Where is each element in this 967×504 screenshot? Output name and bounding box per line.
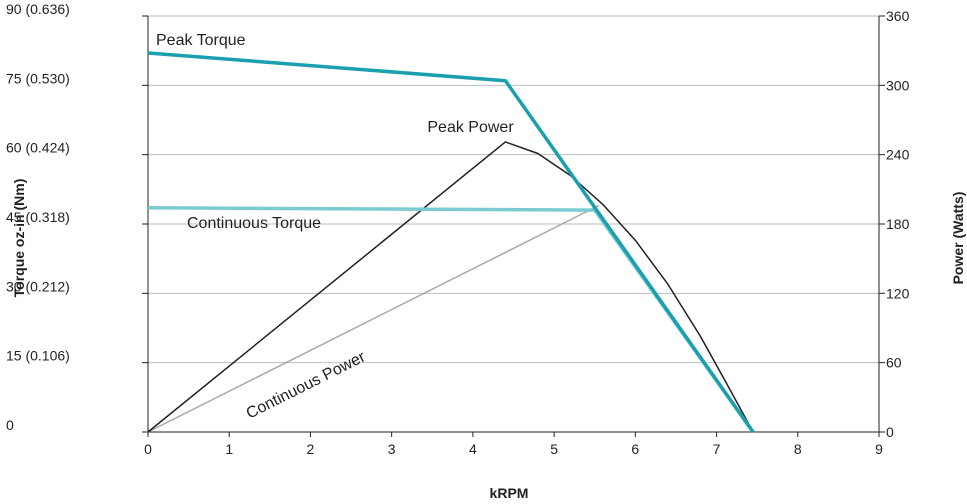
x-tick-label: 6 bbox=[631, 441, 639, 457]
y-left-tick-label: 15 (0.106) bbox=[6, 348, 70, 364]
ticks: 0 15 (0.106) 30 (0.212) 45 (0.318) 60 (0.424… bbox=[6, 1, 910, 457]
y-left-tick-label: 45 (0.318) bbox=[6, 209, 70, 225]
peak-power-line bbox=[147, 141, 754, 433]
continuous-power-label: Continuous Power bbox=[244, 348, 369, 422]
y-left-tick-label: 60 (0.424) bbox=[6, 140, 70, 156]
annotations: Peak Torque Peak Power Continuous Torque Co… bbox=[156, 32, 514, 423]
y-right-tick-label: 180 bbox=[886, 216, 910, 232]
continuous-torque-label: Continuous Torque bbox=[187, 215, 321, 232]
y-axis-right-title: Power (Watts) bbox=[950, 192, 966, 285]
y-right-tick-label: 0 bbox=[886, 424, 894, 440]
x-tick-label: 5 bbox=[550, 441, 558, 457]
x-tick-label: 9 bbox=[875, 441, 883, 457]
peak-torque-label: Peak Torque bbox=[156, 32, 246, 49]
y-axis-left-title: Torque oz-in (Nm) bbox=[11, 179, 27, 298]
x-tick-label: 1 bbox=[225, 441, 233, 457]
continuous-power-line bbox=[147, 204, 600, 433]
peak-power-label: Peak Power bbox=[427, 119, 514, 136]
x-axis-title: kRPM bbox=[490, 485, 529, 501]
x-tick-label: 8 bbox=[794, 441, 802, 457]
peak-torque-line bbox=[147, 51, 755, 434]
y-right-tick-label: 360 bbox=[886, 8, 910, 24]
y-right-tick-label: 60 bbox=[886, 355, 902, 371]
y-right-tick-label: 240 bbox=[886, 147, 910, 163]
y-left-tick-label: 30 (0.212) bbox=[6, 278, 70, 294]
y-left-tick-label: 75 (0.530) bbox=[6, 70, 70, 86]
y-right-tick-label: 120 bbox=[886, 285, 910, 301]
gridlines bbox=[148, 15, 879, 364]
x-tick-label: 3 bbox=[388, 441, 396, 457]
y-left-tick-label: 0 bbox=[6, 417, 14, 433]
x-tick-label: 0 bbox=[144, 441, 152, 457]
x-tick-label: 4 bbox=[469, 441, 477, 457]
x-tick-label: 2 bbox=[307, 441, 315, 457]
continuous-torque-line bbox=[147, 206, 755, 434]
series bbox=[147, 51, 755, 434]
y-left-tick-label: 90 (0.636) bbox=[6, 1, 70, 17]
y-right-tick-label: 300 bbox=[886, 77, 910, 93]
x-tick-label: 7 bbox=[713, 441, 721, 457]
